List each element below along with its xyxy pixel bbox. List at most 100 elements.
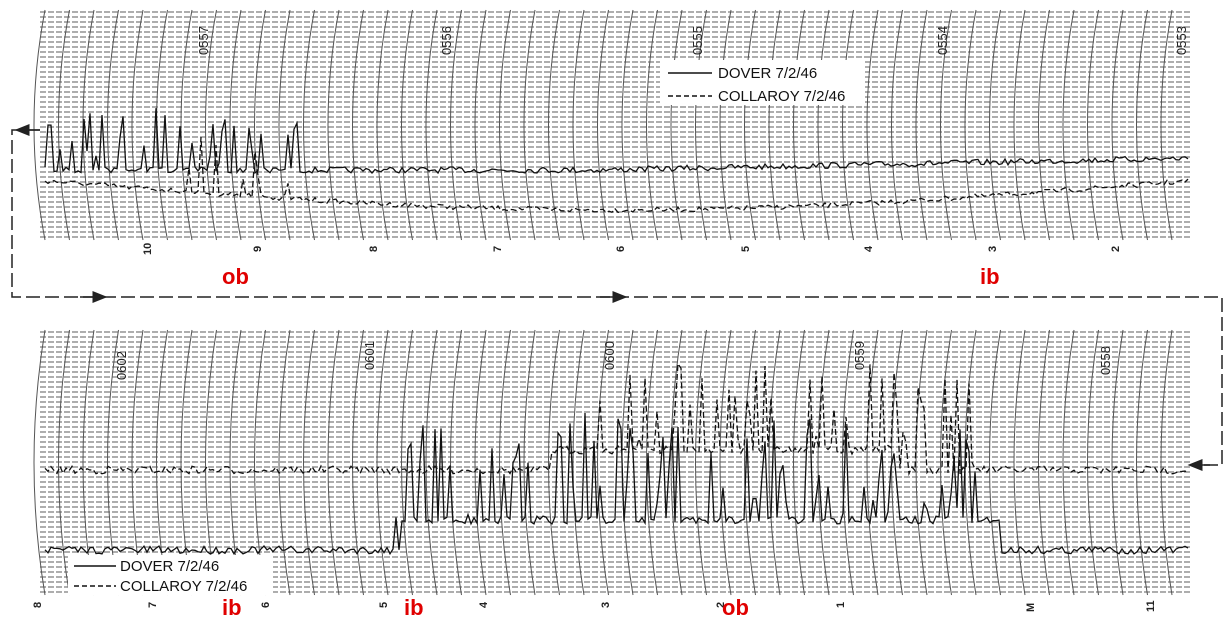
- arc-line: [793, 329, 805, 596]
- trace: [44, 137, 1189, 214]
- arc-line: [352, 329, 364, 596]
- scale-label: 5: [378, 602, 390, 608]
- scale-label: 6: [260, 602, 272, 608]
- arc-line: [523, 9, 536, 241]
- arc-line: [866, 329, 879, 596]
- arc-line: [915, 9, 928, 241]
- arc-line: [891, 9, 903, 241]
- arc-line: [989, 9, 1001, 241]
- arc-line: [1062, 329, 1075, 596]
- scale-label: 8: [32, 602, 44, 608]
- arc-line: [817, 9, 830, 241]
- legend-entry: COLLAROY 7/2/46: [718, 88, 845, 105]
- arc-line: [866, 9, 879, 241]
- flow-arrows: [11, 124, 1223, 471]
- scale-label: 3: [600, 602, 612, 608]
- traces: [44, 108, 1189, 556]
- arc-line: [1160, 329, 1173, 596]
- scale-label: 2: [1110, 246, 1122, 252]
- arc-line: [33, 329, 46, 596]
- arc-line: [572, 9, 585, 241]
- arc-line: [33, 9, 46, 241]
- time-label: 0557: [196, 26, 211, 55]
- arc-line: [940, 9, 952, 241]
- arc-line: [695, 9, 707, 241]
- scale-label: 3: [987, 246, 999, 252]
- arc-line: [670, 9, 683, 241]
- legend-box: [68, 555, 273, 595]
- time-label: 0559: [852, 341, 867, 370]
- arc-line: [1062, 9, 1075, 241]
- arc-line: [670, 329, 683, 596]
- arc-line: [646, 329, 658, 596]
- arc-line: [376, 9, 389, 241]
- legend-box: [660, 60, 865, 105]
- arc-line: [548, 9, 560, 241]
- arc-line: [1038, 9, 1050, 241]
- time-label: 0558: [1098, 346, 1113, 375]
- arc-line: [401, 9, 413, 241]
- scale-label: 5: [740, 246, 752, 252]
- time-label: 0554: [935, 26, 950, 55]
- annotation: ib: [404, 595, 424, 620]
- arc-line: [1038, 329, 1050, 596]
- time-label: 0556: [439, 26, 454, 55]
- arc-line: [572, 329, 585, 596]
- arc-line: [425, 9, 438, 241]
- arc-line: [842, 329, 854, 596]
- scale-label: 11: [1145, 600, 1157, 612]
- legend: DOVER 7/2/46 COLLAROY 7/2/46: [660, 60, 865, 105]
- scale-labels: 10 9 8 7 6 5 4 3 2: [142, 243, 1122, 255]
- arc-line: [58, 9, 70, 241]
- scale-label: 6: [615, 246, 627, 252]
- annotation: ib: [222, 595, 242, 620]
- scale-label: 9: [252, 246, 264, 252]
- legend-entry: DOVER 7/2/46: [120, 558, 219, 575]
- arc-line: [107, 9, 119, 241]
- arc-line: [474, 9, 487, 241]
- arc-line: [450, 9, 462, 241]
- time-label: 0601: [362, 341, 377, 370]
- arc-line: [499, 9, 511, 241]
- time-arcs: [33, 9, 1173, 596]
- annotation: ob: [722, 595, 749, 620]
- arc-line: [597, 329, 609, 596]
- arc-line: [425, 329, 438, 596]
- arc-line: [1087, 329, 1099, 596]
- top-strip: [40, 10, 1190, 240]
- arc-line: [58, 329, 70, 596]
- arc-line: [327, 9, 340, 241]
- arc-line: [915, 329, 928, 596]
- arc-line: [450, 329, 462, 596]
- scale-label: 1: [835, 602, 847, 608]
- arc-line: [523, 329, 536, 596]
- arc-line: [597, 9, 609, 241]
- legend-entry: COLLAROY 7/2/46: [120, 578, 247, 595]
- scale-label: 10: [142, 243, 154, 255]
- arc-line: [548, 329, 560, 596]
- arc-line: [1111, 9, 1124, 241]
- arc-line: [376, 329, 389, 596]
- arc-line: [352, 9, 364, 241]
- arc-line: [82, 9, 95, 241]
- time-labels: 0557 0556 0555 0554 0553: [196, 26, 1189, 55]
- arc-line: [768, 329, 781, 596]
- arc-line: [278, 329, 291, 596]
- time-label: 0553: [1174, 26, 1189, 55]
- legend-entry: DOVER 7/2/46: [718, 65, 817, 82]
- time-label: 0555: [690, 26, 705, 55]
- arc-line: [180, 9, 193, 241]
- arc-line: [278, 9, 291, 241]
- scale-labels: 8 7 6 5 4 3 2 1 M 11: [32, 600, 1157, 612]
- arc-line: [964, 9, 977, 241]
- trace: [44, 412, 1189, 556]
- time-label: 0600: [602, 341, 617, 370]
- arc-line: [1160, 9, 1173, 241]
- arc-line: [1136, 329, 1148, 596]
- arc-line: [817, 329, 830, 596]
- arc-line: [793, 9, 805, 241]
- arc-line: [327, 329, 340, 596]
- arc-line: [303, 329, 315, 596]
- arc-line: [1013, 9, 1026, 241]
